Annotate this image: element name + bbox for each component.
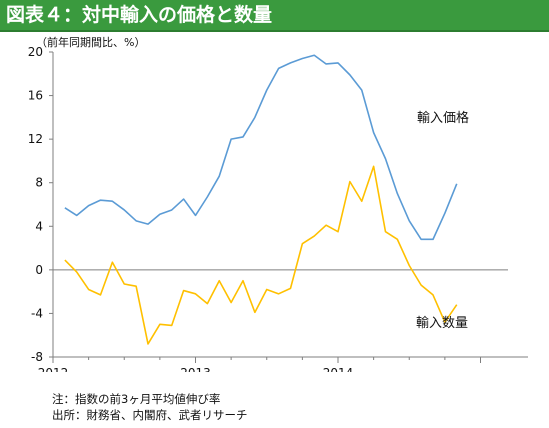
series-label-price: 輸入価格 (417, 110, 469, 126)
series-line-quantity (64, 165, 458, 345)
x-tick-label: 2013 (180, 366, 211, 372)
header-bar: 図表４：対中輸入の価格と数量 (0, 0, 549, 30)
y-tick-label: 8 (35, 176, 43, 190)
x-tick-label: 2012 (38, 366, 69, 372)
series-label-quantity: 輸入数量 (416, 316, 468, 331)
y-axis-unit-label: （前年同期間比、%） (36, 35, 145, 49)
y-tick-label: 4 (35, 219, 43, 233)
y-tick-label: 12 (28, 132, 43, 146)
y-tick-label: 0 (35, 263, 43, 277)
y-tick-label: -4 (31, 306, 43, 320)
series-line-price (64, 54, 458, 241)
y-tick-label: 16 (28, 89, 43, 103)
y-tick-label: -8 (31, 350, 43, 364)
chart-title: 図表４：対中輸入の価格と数量 (6, 4, 273, 26)
header-divider (0, 30, 549, 32)
chart-source: 出所：財務省、内閣府、武者リサーチ (52, 408, 248, 422)
line-chart: （前年同期間比、%）20 16 12 8 4 0 -4 -8 2012 2013 2014 輸入価格輸… (28, 35, 528, 372)
chart-note: 注：指数の前3ヶ月平均値伸び率 (52, 392, 221, 406)
x-tick-label: 2014 (323, 366, 354, 372)
y-tick-label: 20 (28, 45, 43, 59)
